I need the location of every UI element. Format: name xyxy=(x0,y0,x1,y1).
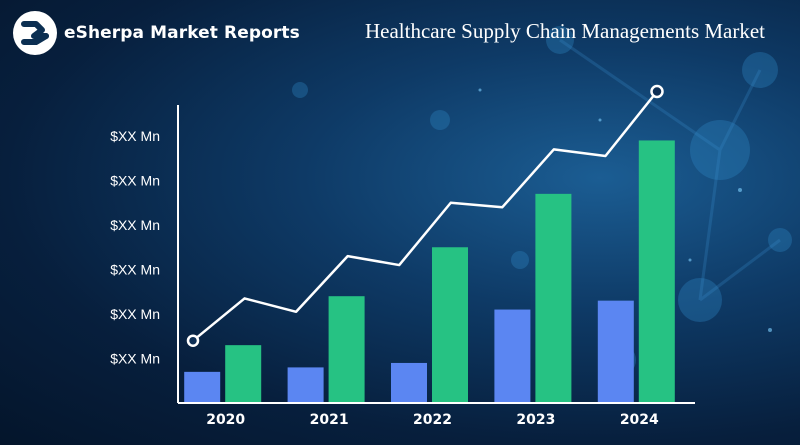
bar-series-2-2024 xyxy=(638,140,675,403)
esherpa-logo-icon xyxy=(13,11,57,55)
brand-name: eSherpa Market Reports xyxy=(64,23,300,43)
x-tick-label-2023: 2023 xyxy=(516,412,555,428)
y-tick-label: $XX Mn xyxy=(110,351,160,367)
x-tick-label-2022: 2022 xyxy=(413,412,452,428)
bar-series-1-2022 xyxy=(391,362,427,403)
bar-series-1-2023 xyxy=(494,309,531,403)
y-tick-label: $XX Mn xyxy=(110,262,160,278)
x-tick-label-2020: 2020 xyxy=(206,412,245,428)
bar-series-2-2022 xyxy=(432,247,468,403)
trend-start-marker xyxy=(186,334,200,347)
brand-logo[interactable]: eSherpa Market Reports xyxy=(12,10,300,56)
x-tick-label-2021: 2021 xyxy=(310,412,349,428)
trend-line xyxy=(192,90,658,342)
bar-series-2-2023 xyxy=(535,193,572,403)
bar-series-1-2024 xyxy=(597,300,634,403)
y-tick-label: $XX Mn xyxy=(110,128,160,144)
trend-end-marker xyxy=(650,84,664,99)
x-tick-label-2024: 2024 xyxy=(620,412,659,428)
bar-series-2-2021 xyxy=(328,296,365,403)
bar-series-1-2021 xyxy=(287,367,324,403)
y-tick-label: $XX Mn xyxy=(110,217,160,233)
chart-title: Healthcare Supply Chain Managements Mark… xyxy=(364,19,766,43)
y-tick-label: $XX Mn xyxy=(110,306,160,322)
bar-series-1-2020 xyxy=(184,371,221,403)
y-tick-label: $XX Mn xyxy=(110,173,160,189)
bar-series-2-2020 xyxy=(225,345,262,403)
